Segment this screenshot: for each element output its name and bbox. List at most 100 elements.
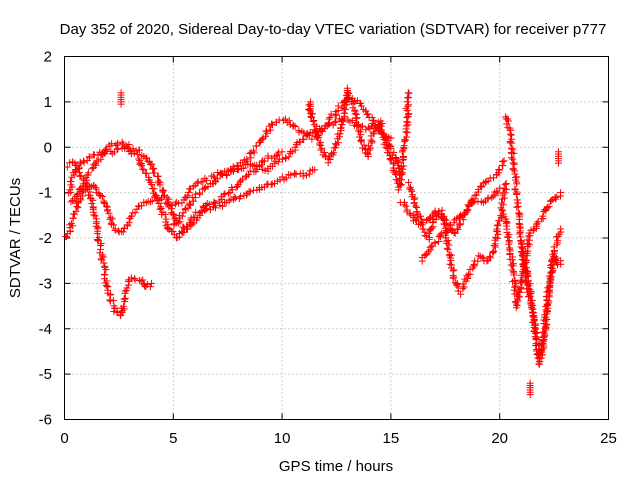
axes: 0 5 10 15 20 25 -6 -5 -4 -3 -2 -1 0 1 2 (39, 49, 617, 448)
data-point (394, 186, 402, 194)
data-point (510, 271, 518, 279)
data-point (509, 262, 517, 270)
data-point (222, 171, 230, 179)
data-point (337, 124, 345, 132)
data-point (519, 253, 527, 261)
data-point (451, 216, 459, 224)
data-point (469, 198, 477, 206)
data-point (189, 197, 197, 205)
data-point (131, 209, 139, 217)
data-point (219, 202, 227, 210)
data-point (225, 189, 233, 197)
data-point (178, 212, 186, 220)
data-point (318, 125, 326, 133)
data-point (432, 215, 440, 223)
data-point (97, 155, 105, 163)
data-point (169, 210, 177, 218)
data-point (295, 128, 303, 136)
data-point (114, 139, 122, 147)
data-point (353, 114, 361, 122)
data-point (281, 115, 289, 123)
data-point (249, 147, 257, 155)
data-point (498, 199, 506, 207)
data-point (268, 162, 276, 170)
data-point (326, 156, 334, 164)
data-point (449, 274, 457, 282)
data-point (243, 155, 251, 163)
data-point (510, 149, 518, 157)
data-point (451, 229, 459, 237)
data-point (155, 200, 163, 208)
data-point (513, 190, 521, 198)
data-point (514, 199, 522, 207)
data-point (516, 227, 524, 235)
data-point (358, 102, 366, 110)
data-point (203, 176, 211, 184)
data-point (505, 117, 513, 125)
data-point (412, 202, 420, 210)
data-point (88, 165, 96, 173)
data-point (511, 170, 519, 178)
data-point (146, 198, 154, 206)
data-point (181, 206, 189, 214)
x-tick-label: 10 (274, 430, 291, 447)
data-point (325, 115, 333, 123)
y-tick-label: -2 (39, 230, 52, 247)
data-point (513, 203, 521, 211)
data-point (403, 94, 411, 102)
data-point (526, 293, 534, 301)
data-point (209, 172, 217, 180)
data-point (513, 180, 521, 188)
data-point (118, 138, 126, 146)
data-point (148, 181, 156, 189)
data-point (412, 216, 420, 224)
x-tick-label: 15 (383, 430, 400, 447)
data-point (67, 198, 75, 206)
y-tick-label: 1 (44, 94, 52, 111)
data-point (121, 287, 129, 295)
data-point (260, 157, 268, 165)
data-point (343, 96, 351, 104)
data-point (527, 289, 535, 297)
data-point (212, 204, 220, 212)
data-point (278, 148, 286, 156)
data-point (67, 220, 75, 228)
data-point (119, 302, 127, 310)
data-point (192, 208, 200, 216)
data-point (419, 219, 427, 227)
data-point (96, 191, 104, 199)
data-point (509, 145, 517, 153)
data-point (267, 120, 275, 128)
y-tick-label: 2 (44, 49, 52, 66)
data-point (315, 140, 323, 148)
data-point (164, 225, 172, 233)
data-point (537, 354, 545, 362)
data-point (493, 234, 501, 242)
data-point (511, 277, 519, 285)
data-point (377, 126, 385, 134)
data-point (317, 146, 325, 154)
data-point (447, 256, 455, 264)
data-point (176, 218, 184, 226)
data-point (450, 273, 458, 281)
data-point (282, 174, 290, 182)
data-point (73, 203, 81, 211)
data-point (84, 169, 92, 177)
data-point (522, 257, 530, 265)
data-point (341, 106, 349, 114)
data-point (243, 190, 251, 198)
data-point (404, 89, 412, 97)
data-point (269, 121, 277, 129)
data-point (457, 211, 465, 219)
data-point (336, 130, 344, 138)
y-tick-label: -6 (39, 412, 52, 429)
data-point (172, 234, 180, 242)
data-point (402, 202, 410, 210)
data-point (151, 169, 159, 177)
data-point (197, 207, 205, 215)
x-tick-label: 25 (600, 430, 617, 447)
data-point (404, 101, 412, 109)
data-point (155, 177, 163, 185)
data-point (404, 118, 412, 126)
data-point (505, 240, 513, 248)
